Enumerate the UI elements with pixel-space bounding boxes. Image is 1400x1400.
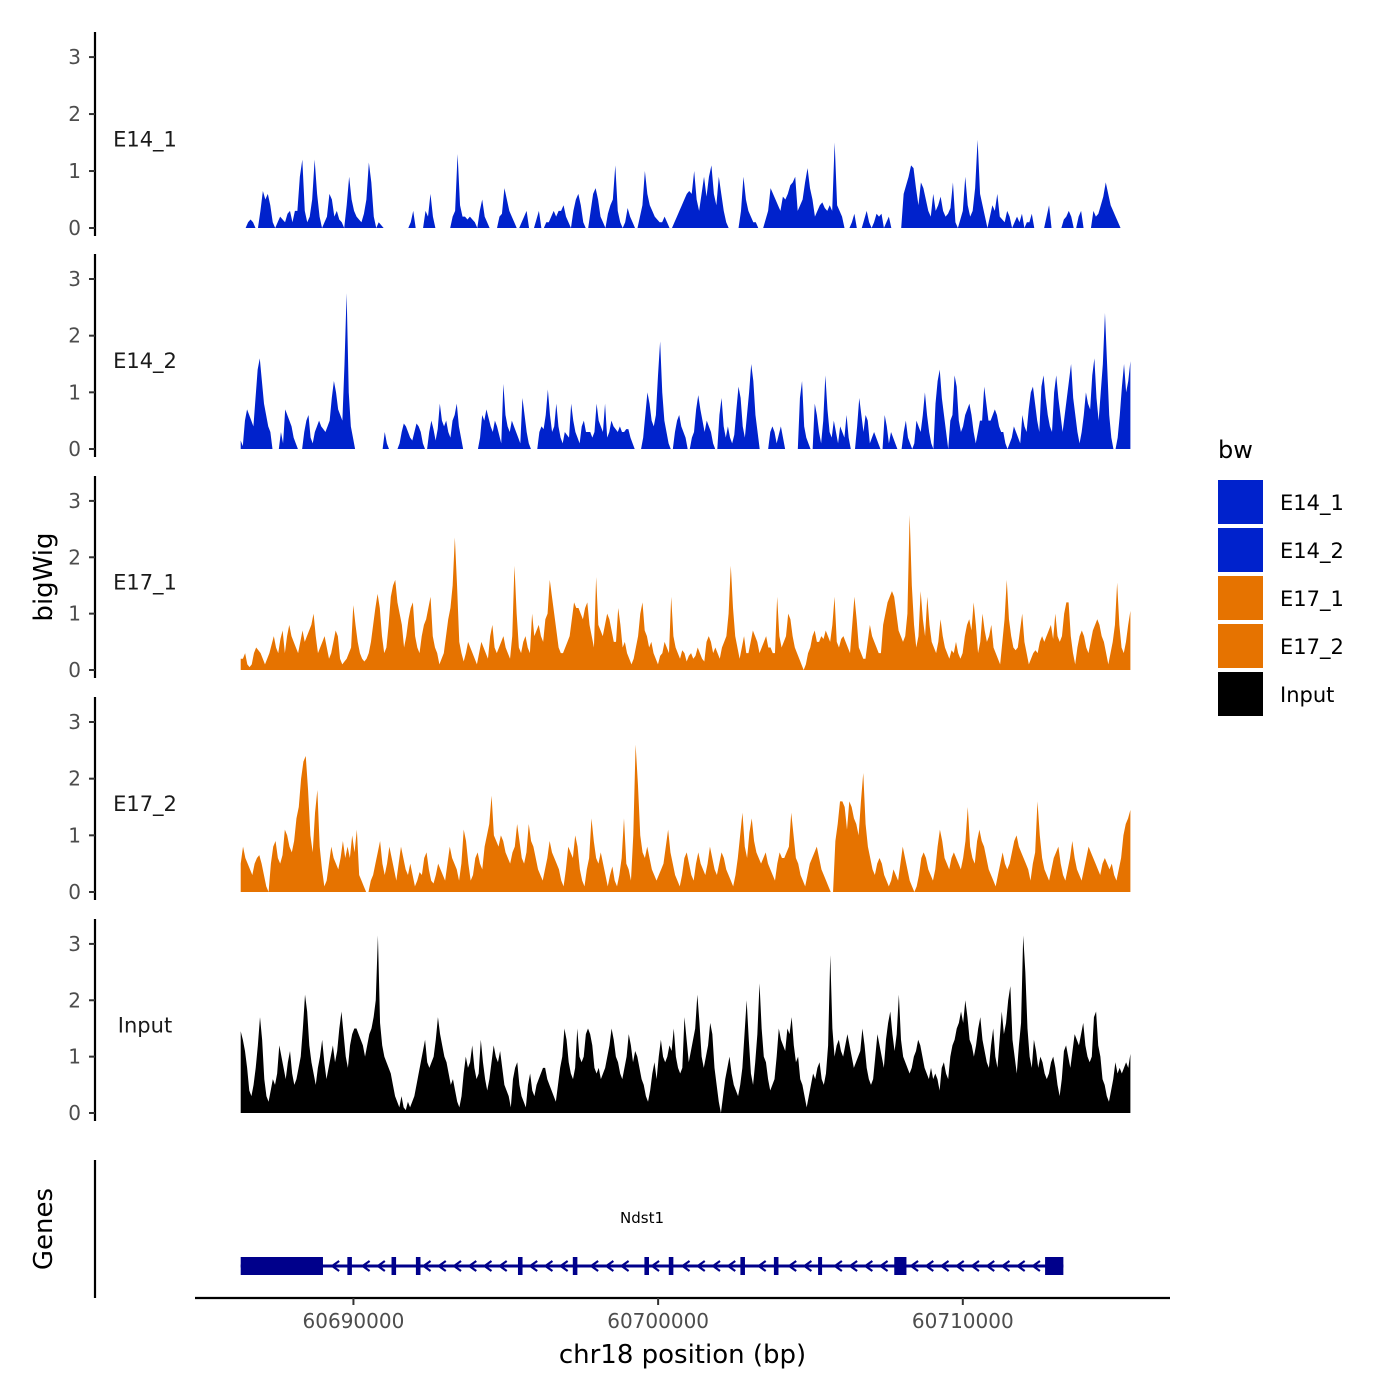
strand-arrow	[848, 1260, 858, 1272]
track-label-e14_2: E14_2	[113, 349, 177, 374]
strand-arrow	[558, 1260, 569, 1272]
y-tick-label: 0	[68, 880, 81, 904]
gene-exon	[644, 1257, 649, 1275]
strand-arrow	[985, 1260, 995, 1272]
signal-area-e14_1	[240, 139, 1131, 228]
gene-exon	[740, 1257, 745, 1275]
strand-arrow	[924, 1260, 934, 1272]
track-label-e17_2: E17_2	[113, 792, 177, 817]
y-tick-label: 1	[68, 1045, 81, 1069]
y-tick-label: 3	[68, 932, 81, 956]
gene-exon	[818, 1257, 823, 1275]
strand-arrow	[467, 1260, 477, 1272]
y-axis-title: bigWig	[29, 532, 59, 621]
strand-arrow	[360, 1260, 371, 1272]
strand-arrow	[1000, 1260, 1011, 1272]
strand-arrow	[970, 1260, 980, 1272]
strand-arrow	[756, 1260, 767, 1272]
strand-arrow	[589, 1260, 599, 1272]
y-tick-label: 2	[68, 545, 81, 569]
y-tick-label: 0	[68, 1101, 81, 1125]
legend-swatch-e17_1	[1218, 576, 1263, 620]
strand-arrow	[452, 1260, 462, 1272]
legend-label-e17_1: E17_1	[1280, 587, 1344, 612]
genes-track-title: Genes	[29, 1188, 59, 1270]
gene-exon	[391, 1257, 397, 1275]
y-tick-label: 1	[68, 602, 81, 626]
gene-exon	[1045, 1257, 1064, 1275]
x-tick-label: 60710000	[912, 1309, 1014, 1333]
signal-area-e14_2	[240, 293, 1131, 449]
strand-arrow	[543, 1260, 554, 1272]
y-tick-label: 3	[68, 267, 81, 291]
gene-exon	[240, 1257, 323, 1275]
x-tick-label: 60700000	[607, 1309, 709, 1333]
legend-swatch-e14_2	[1218, 528, 1263, 572]
y-tick-label: 0	[68, 658, 81, 682]
strand-arrow	[680, 1260, 691, 1272]
legend-label-e14_2: E14_2	[1280, 539, 1344, 564]
strand-arrow	[909, 1260, 919, 1272]
track-label-e14_1: E14_1	[113, 128, 177, 153]
strand-arrow	[421, 1260, 432, 1272]
strand-arrow	[1015, 1260, 1026, 1272]
strand-arrow	[695, 1260, 706, 1272]
y-tick-label: 1	[68, 380, 81, 404]
gene-exon	[668, 1257, 674, 1275]
strand-arrow	[726, 1260, 736, 1272]
legend-label-e17_2: E17_2	[1280, 635, 1344, 660]
strand-arrow	[711, 1260, 721, 1272]
y-tick-label: 1	[68, 823, 81, 847]
legend-label-e14_1: E14_1	[1280, 491, 1344, 516]
strand-arrow	[375, 1260, 386, 1272]
y-tick-label: 2	[68, 324, 81, 348]
gene-exon	[773, 1257, 779, 1275]
strand-arrow	[878, 1260, 889, 1272]
x-axis-title: chr18 position (bp)	[559, 1340, 806, 1370]
gene-exon	[572, 1257, 578, 1275]
y-tick-label: 3	[68, 45, 81, 69]
gene-name-label: Ndst1	[620, 1209, 664, 1227]
y-tick-label: 1	[68, 159, 81, 183]
strand-arrow	[787, 1260, 797, 1272]
track-label-e17_1: E17_1	[113, 571, 177, 596]
strand-arrow	[954, 1260, 965, 1272]
gene-exon	[415, 1257, 421, 1275]
y-tick-label: 3	[68, 489, 81, 513]
legend-swatch-e14_1	[1218, 480, 1263, 524]
strand-arrow	[604, 1260, 615, 1272]
y-tick-label: 0	[68, 437, 81, 461]
gene-exon	[894, 1257, 907, 1275]
strand-arrow	[939, 1260, 950, 1272]
legend-title: bw	[1218, 436, 1253, 464]
y-tick-label: 0	[68, 216, 81, 240]
y-tick-label: 3	[68, 710, 81, 734]
gene-exon	[347, 1257, 352, 1275]
gene-exon	[517, 1257, 523, 1275]
strand-arrow	[1031, 1260, 1041, 1272]
legend-label-input: Input	[1280, 683, 1334, 707]
strand-arrow	[650, 1260, 660, 1272]
strand-arrow	[863, 1260, 873, 1272]
legend-swatch-e17_2	[1218, 624, 1263, 668]
strand-arrow	[497, 1260, 508, 1272]
strand-arrow	[802, 1260, 813, 1272]
signal-area-e17_2	[240, 744, 1131, 892]
strand-arrow	[482, 1260, 493, 1272]
legend-swatch-input	[1218, 672, 1263, 716]
signal-area-input	[240, 935, 1131, 1113]
strand-arrow	[330, 1260, 340, 1272]
y-tick-label: 2	[68, 988, 81, 1012]
x-tick-label: 60690000	[303, 1309, 405, 1333]
strand-arrow	[436, 1260, 447, 1272]
strand-arrow	[619, 1260, 630, 1272]
y-tick-label: 2	[68, 767, 81, 791]
strand-arrow	[832, 1260, 843, 1272]
y-tick-label: 2	[68, 102, 81, 126]
track-label-input: Input	[118, 1014, 172, 1038]
signal-area-e17_1	[240, 515, 1131, 670]
strand-arrow	[528, 1260, 538, 1272]
